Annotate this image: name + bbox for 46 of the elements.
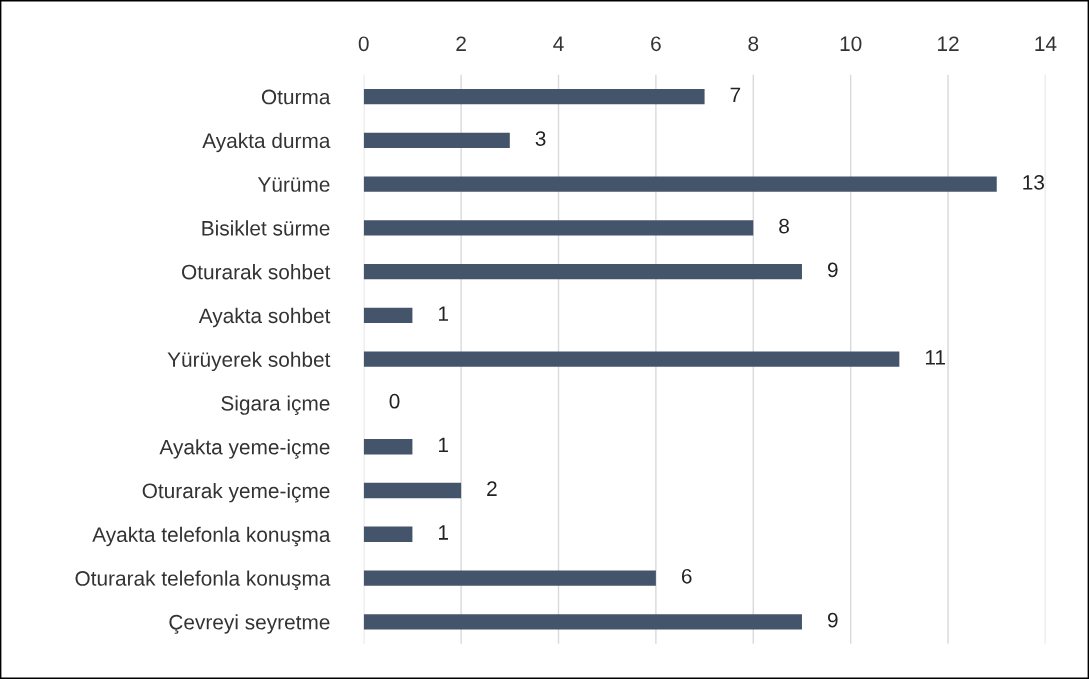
data-label: 8 <box>779 218 789 234</box>
bar <box>363 132 510 148</box>
y-tick-label: Oturarak sohbet <box>182 264 331 280</box>
y-tick-label: Oturma <box>261 89 331 105</box>
data-label: 2 <box>487 481 497 496</box>
bar <box>363 263 802 280</box>
y-tick-label: Yürüme <box>257 177 330 192</box>
x-tick-label: 0 <box>358 36 369 52</box>
bar <box>363 614 802 630</box>
y-tick-label: Sigara içme <box>221 395 330 415</box>
y-tick-label: Oturarak yeme-içme <box>142 482 330 503</box>
bar <box>363 88 705 105</box>
x-tick-label: 2 <box>456 36 466 51</box>
data-label: 6 <box>681 568 692 584</box>
data-label: 1 <box>439 306 448 321</box>
data-label: 7 <box>730 87 741 102</box>
y-tick-label: Ayakta durma <box>202 132 331 153</box>
bar <box>363 307 413 324</box>
data-label: 11 <box>925 350 945 365</box>
x-tick-label: 4 <box>553 36 564 51</box>
bar <box>363 351 900 367</box>
data-label: 3 <box>535 131 546 146</box>
bar <box>363 482 462 499</box>
data-label: 0 <box>389 393 400 409</box>
y-tick-label: Bisiklet sürme <box>202 220 330 236</box>
x-tick-label: 6 <box>651 36 661 52</box>
data-label: 13 <box>1023 174 1044 190</box>
data-label: 1 <box>439 437 448 453</box>
x-tick-label: 14 <box>1035 36 1057 51</box>
x-tick-label: 8 <box>748 36 759 52</box>
x-tick-label: 12 <box>938 36 959 51</box>
y-tick-label: Ayakta telefonla konuşma <box>92 526 331 547</box>
y-tick-label: Ayakta sohbet <box>198 307 331 328</box>
y-tick-label: Ayakta yeme-içme <box>159 439 330 459</box>
bar <box>363 176 997 192</box>
data-label: 9 <box>827 612 838 628</box>
data-label: 1 <box>439 525 448 540</box>
bar <box>363 220 754 236</box>
x-tick-label: 10 <box>840 36 862 52</box>
bar <box>363 526 413 542</box>
data-label: 9 <box>827 262 838 278</box>
bar <box>363 439 413 455</box>
bar <box>363 570 656 586</box>
y-tick-label: Yürüyerek sohbet <box>167 351 331 372</box>
y-tick-label: Çevreyi seyretme <box>169 614 330 634</box>
y-tick-label: Oturarak telefonla konuşma <box>75 570 331 590</box>
